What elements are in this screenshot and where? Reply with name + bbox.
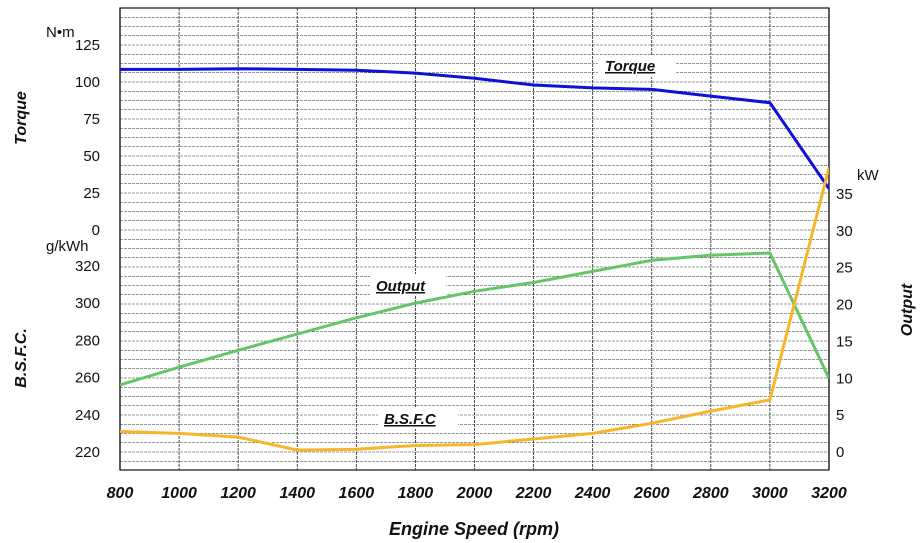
bsfc-axis-label: B.S.F.C. (13, 328, 30, 388)
torque-ticks: 0 25 50 75 100 125 (75, 37, 100, 239)
bsfc-tick-label: 300 (75, 295, 100, 312)
x-tick-label: 1200 (220, 485, 256, 502)
torque-tick-label: 100 (75, 74, 100, 91)
plot-frame (119, 7, 830, 471)
bsfc-series-label: B.S.F.C (384, 411, 437, 428)
bsfc-series-line (120, 167, 829, 452)
x-tick-label: 1600 (339, 485, 375, 502)
x-tick-label: 1400 (279, 485, 315, 502)
output-series-label: Output (376, 278, 426, 295)
bsfc-tick-label: 280 (75, 332, 100, 349)
output-series-line (120, 251, 829, 387)
x-tick-label: 800 (107, 485, 134, 502)
torque-series-label: Torque (605, 58, 655, 75)
x-tick-label: 2800 (692, 485, 729, 502)
bsfc-unit: g/kWh (46, 238, 89, 255)
output-tick-label: 35 (836, 186, 853, 203)
x-tick-label: 2400 (574, 485, 611, 502)
x-tick-label: 3000 (752, 485, 788, 502)
torque-tick-label: 25 (83, 185, 100, 202)
output-ticks: 0 5 10 15 20 25 30 35 (836, 186, 853, 461)
bsfc-tick-label: 220 (75, 444, 100, 461)
output-tick-label: 20 (836, 297, 853, 314)
output-tick-label: 15 (836, 333, 853, 350)
torque-label-bg (598, 55, 676, 77)
torque-tick-label: 125 (75, 37, 100, 54)
x-tick-label: 2200 (515, 485, 552, 502)
output-tick-label: 25 (836, 260, 853, 277)
x-axis-label: Engine Speed (rpm) (389, 519, 559, 539)
torque-axis-label: Torque (13, 91, 30, 145)
series-lines (120, 67, 829, 452)
bsfc-label-bg (378, 407, 458, 429)
torque-tick-label: 50 (83, 148, 100, 165)
x-tick-label: 1000 (161, 485, 197, 502)
output-tick-label: 30 (836, 223, 853, 240)
torque-series-line (120, 67, 829, 190)
x-tick-label: 3200 (811, 485, 847, 502)
bsfc-tick-label: 260 (75, 370, 100, 387)
x-tick-label: 2000 (456, 485, 493, 502)
output-label-bg (370, 274, 446, 296)
output-axis-label: Output (899, 283, 916, 336)
output-tick-label: 0 (836, 444, 844, 461)
bsfc-tick-label: 240 (75, 407, 100, 424)
bsfc-ticks: 220 240 260 280 300 320 (75, 258, 100, 461)
bsfc-tick-label: 320 (75, 258, 100, 275)
output-tick-label: 10 (836, 370, 853, 387)
torque-tick-label: 0 (92, 222, 100, 239)
x-tick-label: 2600 (633, 485, 670, 502)
x-tick-label: 1800 (398, 485, 434, 502)
torque-unit: N•m (46, 24, 75, 41)
output-unit: kW (857, 167, 880, 184)
torque-tick-label: 75 (83, 111, 100, 128)
output-tick-label: 5 (836, 407, 844, 424)
x-ticks: 800 1000 1200 1400 1600 1800 2000 2200 2400 2600 2… (107, 485, 847, 502)
